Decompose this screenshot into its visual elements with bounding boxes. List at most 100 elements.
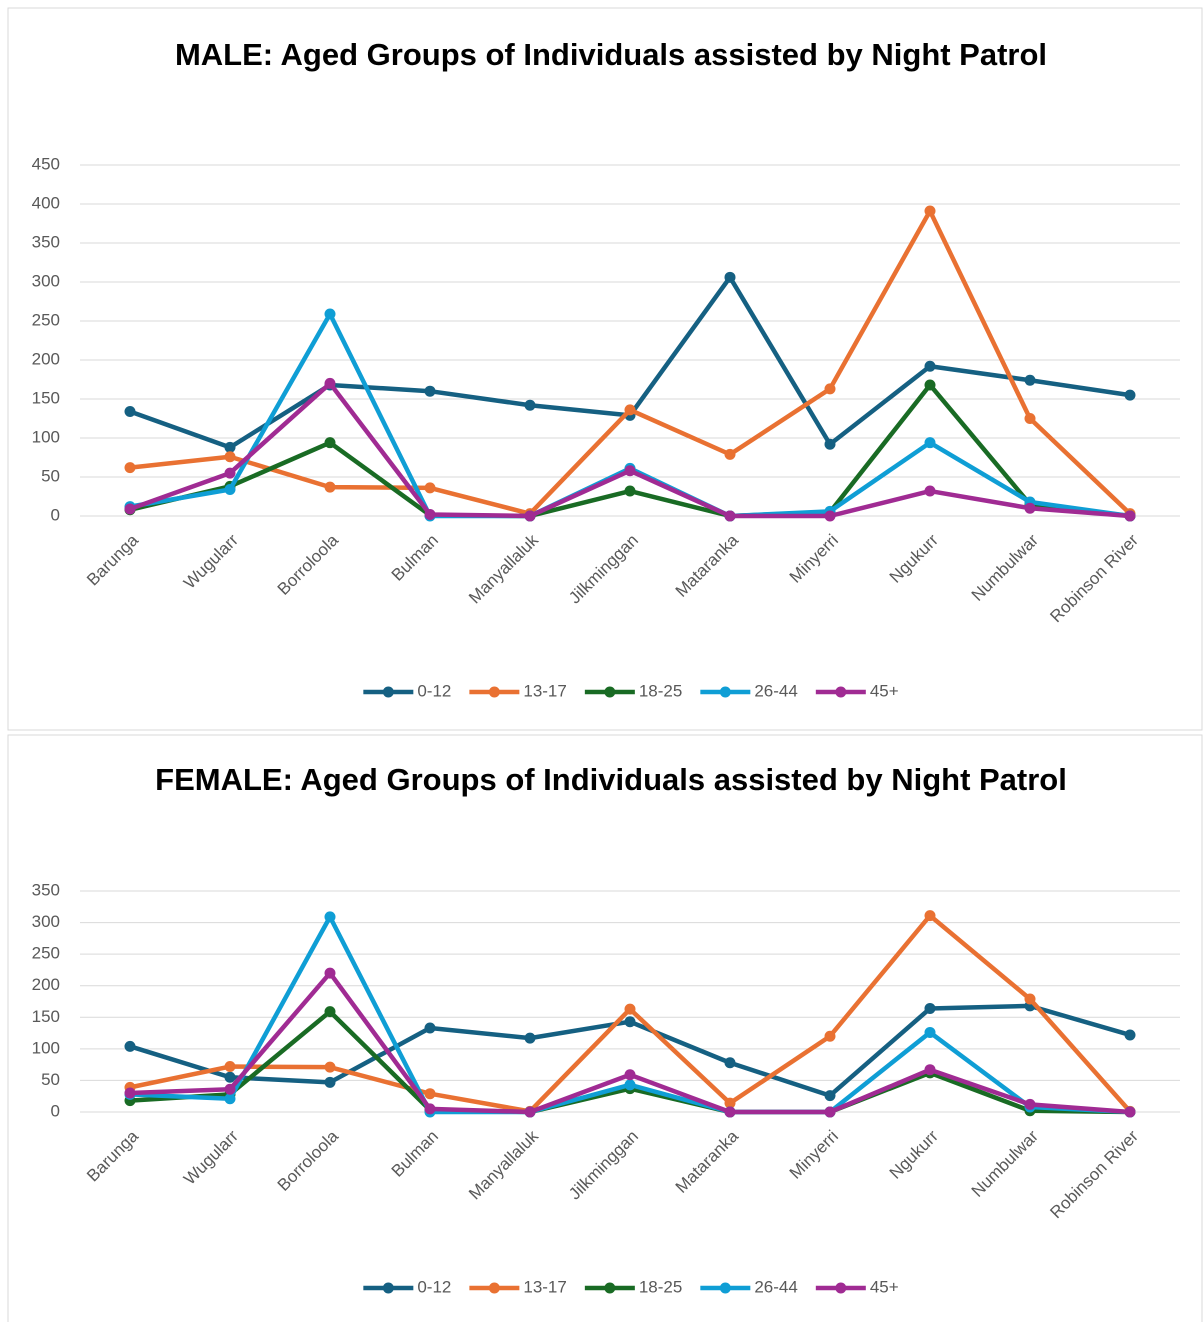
legend-label: 26-44 xyxy=(754,1277,797,1296)
point xyxy=(724,271,736,283)
point xyxy=(324,1061,336,1073)
point xyxy=(1124,389,1136,401)
point xyxy=(624,485,636,497)
point xyxy=(724,1097,736,1109)
legend-marker xyxy=(604,1282,616,1294)
point xyxy=(824,1030,836,1042)
point xyxy=(124,1087,136,1099)
legend-label: 45+ xyxy=(870,1277,899,1296)
point xyxy=(324,377,336,389)
legend-label: 45+ xyxy=(870,681,899,700)
chart-panel xyxy=(7,7,1203,731)
y-tick-label: 350 xyxy=(32,232,60,251)
legend-marker xyxy=(488,1282,500,1294)
y-tick-label: 250 xyxy=(32,944,60,963)
point xyxy=(1124,1029,1136,1041)
point xyxy=(724,510,736,522)
point xyxy=(324,308,336,320)
point xyxy=(224,1093,236,1105)
point xyxy=(424,1103,436,1115)
point xyxy=(924,437,936,449)
point xyxy=(924,1064,936,1076)
point xyxy=(324,911,336,923)
point xyxy=(524,399,536,411)
point xyxy=(1024,374,1036,386)
point xyxy=(924,360,936,372)
chart-panel xyxy=(7,734,1203,1322)
point xyxy=(424,482,436,494)
point xyxy=(624,1079,636,1091)
point xyxy=(424,508,436,520)
y-tick-label: 350 xyxy=(32,880,60,899)
point xyxy=(824,510,836,522)
point xyxy=(924,485,936,497)
point xyxy=(924,910,936,922)
point xyxy=(1024,1098,1036,1110)
point xyxy=(224,1071,236,1083)
point xyxy=(724,1106,736,1118)
point xyxy=(924,205,936,217)
point xyxy=(424,385,436,397)
point xyxy=(624,1003,636,1015)
point xyxy=(1024,993,1036,1005)
point xyxy=(224,441,236,453)
point xyxy=(1024,413,1036,424)
legend-label: 13-17 xyxy=(523,681,566,700)
point xyxy=(224,451,236,463)
y-tick-label: 200 xyxy=(32,349,60,368)
legend-marker xyxy=(382,1282,394,1294)
y-tick-label: 250 xyxy=(32,310,60,329)
chart-title: MALE: Aged Groups of Individuals assiste… xyxy=(174,37,1048,72)
y-tick-label: 50 xyxy=(41,466,60,485)
point xyxy=(224,467,236,479)
point xyxy=(924,1002,936,1014)
point xyxy=(124,405,136,417)
legend-label: 13-17 xyxy=(523,1277,566,1296)
point xyxy=(124,462,136,474)
point xyxy=(624,1069,636,1081)
point xyxy=(524,510,536,522)
point xyxy=(324,437,336,449)
point xyxy=(324,481,336,493)
point xyxy=(424,1022,436,1034)
y-tick-label: 450 xyxy=(32,154,60,173)
point xyxy=(324,967,336,979)
y-tick-label: 300 xyxy=(32,271,60,290)
point xyxy=(824,1090,836,1102)
point xyxy=(524,1106,536,1118)
point xyxy=(824,438,836,450)
legend-marker xyxy=(719,1282,731,1294)
y-tick-label: 400 xyxy=(32,193,60,212)
legend-label: 0-12 xyxy=(417,1277,451,1296)
point xyxy=(1024,502,1036,514)
y-tick-label: 150 xyxy=(32,388,60,407)
point xyxy=(424,1088,436,1100)
point xyxy=(324,1006,336,1018)
legend-marker xyxy=(488,686,500,698)
y-tick-label: 100 xyxy=(32,427,60,446)
point xyxy=(224,1083,236,1095)
point xyxy=(324,1076,336,1088)
point xyxy=(524,1032,536,1044)
point xyxy=(624,404,636,416)
y-tick-label: 200 xyxy=(32,975,60,994)
point xyxy=(224,1061,236,1073)
point xyxy=(724,1057,736,1069)
point xyxy=(624,1016,636,1028)
legend-label: 18-25 xyxy=(639,681,682,700)
point xyxy=(624,465,636,477)
y-tick-label: 0 xyxy=(51,505,60,524)
point xyxy=(124,1040,136,1052)
point xyxy=(924,379,936,391)
point xyxy=(824,383,836,395)
point xyxy=(124,503,136,515)
legend-label: 18-25 xyxy=(639,1277,682,1296)
y-tick-label: 300 xyxy=(32,912,60,931)
point xyxy=(1124,510,1136,522)
legend-marker xyxy=(382,686,394,698)
legend-marker xyxy=(604,686,616,698)
legend-marker xyxy=(835,686,847,698)
legend-label: 0-12 xyxy=(417,681,451,700)
